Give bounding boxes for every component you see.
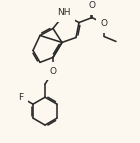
Text: O: O — [88, 1, 95, 10]
Text: F: F — [18, 93, 24, 102]
Text: O: O — [101, 19, 108, 28]
Text: O: O — [50, 67, 57, 76]
Text: NH: NH — [57, 8, 71, 17]
